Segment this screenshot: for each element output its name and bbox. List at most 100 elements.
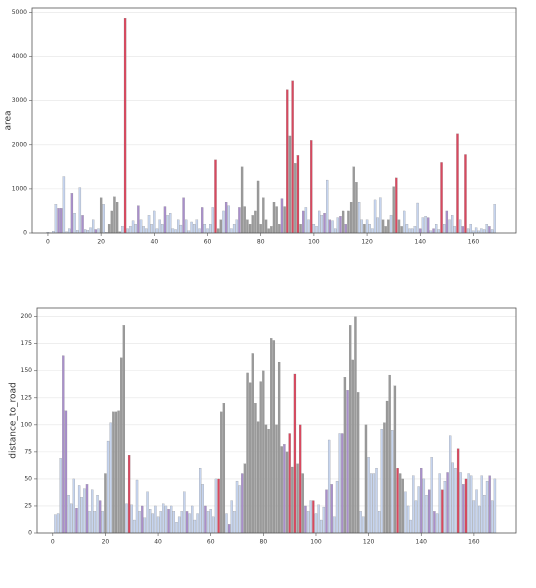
bar <box>188 513 191 534</box>
bar <box>145 228 148 234</box>
bar <box>367 457 370 534</box>
bar <box>466 228 470 234</box>
bar <box>291 80 294 234</box>
y-tick-label: 0 <box>23 230 27 237</box>
bar <box>147 215 151 234</box>
bar <box>68 228 71 234</box>
bar <box>159 511 162 534</box>
bar <box>73 213 76 234</box>
bar <box>323 213 326 234</box>
bar <box>421 217 425 234</box>
bar <box>240 166 244 234</box>
bar <box>170 505 173 534</box>
bar <box>389 215 393 234</box>
bar <box>406 505 410 534</box>
bar <box>296 463 299 534</box>
bar <box>238 485 241 534</box>
bar <box>425 495 428 534</box>
bar <box>75 508 78 534</box>
bar <box>384 226 387 234</box>
bar <box>441 489 444 534</box>
bar <box>204 505 207 534</box>
bar <box>480 228 483 234</box>
bar <box>493 478 497 534</box>
bar <box>230 228 233 234</box>
bar <box>150 224 153 234</box>
bar <box>469 224 472 234</box>
bar <box>246 372 249 534</box>
bar <box>177 219 180 234</box>
bar <box>122 325 126 534</box>
bar <box>368 224 371 234</box>
bar <box>161 224 164 234</box>
bar <box>349 325 352 534</box>
bar <box>123 18 127 234</box>
bar <box>130 504 133 534</box>
bar <box>143 517 147 534</box>
bar <box>70 193 74 234</box>
bar <box>472 500 476 534</box>
bar <box>206 511 210 534</box>
bar <box>400 226 403 234</box>
bar <box>235 219 238 234</box>
bar <box>183 491 186 534</box>
bar <box>377 511 381 534</box>
bar <box>403 210 406 234</box>
bar <box>259 381 262 534</box>
bar <box>483 495 486 534</box>
bar <box>291 466 294 534</box>
bar <box>325 489 328 534</box>
bar <box>408 228 411 234</box>
bar <box>97 228 100 234</box>
bar <box>417 486 420 534</box>
bar <box>78 187 82 234</box>
bar <box>347 210 350 234</box>
bar <box>248 224 252 234</box>
bar <box>129 226 132 234</box>
bar <box>293 373 297 534</box>
bar <box>77 485 81 534</box>
x-tick-label: 100 <box>308 239 320 246</box>
bar <box>301 473 304 534</box>
bar <box>435 224 438 234</box>
bar <box>225 513 228 534</box>
bar <box>461 226 464 234</box>
bar <box>91 489 94 534</box>
bar <box>380 429 383 534</box>
bar <box>322 506 326 534</box>
bar <box>422 478 426 534</box>
bar <box>203 224 207 234</box>
bar <box>344 224 347 234</box>
y-axis-label: area <box>4 110 14 130</box>
bar <box>385 400 389 534</box>
x-tick-label: 100 <box>310 539 322 546</box>
bar <box>453 226 456 234</box>
bar <box>220 411 223 534</box>
bar <box>254 210 257 234</box>
bar <box>371 228 374 234</box>
bar <box>432 228 435 234</box>
bar <box>334 228 337 234</box>
y-tick-label: 75 <box>24 448 32 455</box>
x-tick-label: 20 <box>102 539 110 546</box>
bar <box>388 374 391 534</box>
bar <box>222 403 226 534</box>
bar <box>315 226 318 234</box>
bar <box>64 410 68 534</box>
y-tick-label: 1000 <box>12 185 27 192</box>
y-tick-label: 0 <box>28 530 32 537</box>
bar <box>191 505 194 534</box>
bar <box>233 511 236 534</box>
bar <box>391 430 394 534</box>
bar <box>125 503 128 534</box>
bar <box>251 353 254 534</box>
bar <box>99 500 102 534</box>
y-tick-label: 150 <box>21 367 33 374</box>
bar <box>326 179 329 234</box>
bar <box>318 210 321 234</box>
bar <box>142 226 145 234</box>
bar <box>60 208 63 234</box>
bar <box>395 177 398 234</box>
bar <box>241 473 244 534</box>
bar <box>387 219 390 234</box>
